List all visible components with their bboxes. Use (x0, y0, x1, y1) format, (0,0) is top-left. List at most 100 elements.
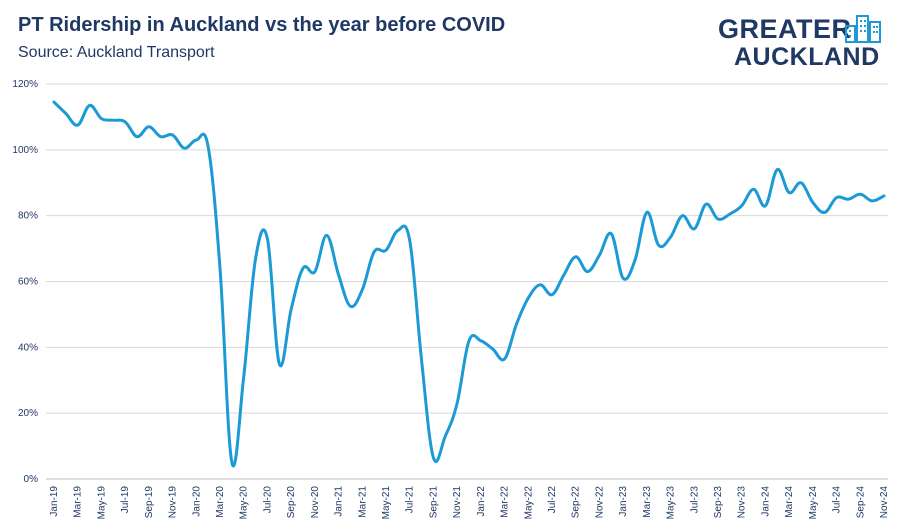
logo-text-line2: AUCKLAND (734, 43, 880, 71)
data-point (823, 211, 826, 214)
data-point (847, 198, 850, 201)
greater-auckland-logo: GREATER AUCKLAND (716, 14, 888, 70)
data-point (835, 196, 838, 199)
data-point (76, 123, 79, 127)
x-tick-label: Nov-22 (594, 486, 605, 519)
data-point (301, 267, 305, 270)
city-buildings-icon (845, 15, 881, 43)
data-point (787, 191, 791, 194)
data-point (538, 283, 542, 286)
x-tick-label: Sep-24 (855, 486, 866, 519)
data-point (171, 133, 174, 137)
data-point (123, 120, 127, 124)
data-point (527, 296, 530, 300)
x-tick-label: Nov-23 (737, 486, 748, 519)
data-point (254, 257, 257, 260)
y-tick-label: 60% (18, 277, 38, 288)
y-tick-label: 120% (12, 79, 38, 90)
data-point (195, 138, 198, 142)
data-point (764, 204, 767, 207)
data-point (432, 456, 435, 459)
data-point (88, 104, 91, 107)
chart-title: PT Ridership in Auckland vs the year bef… (18, 14, 506, 36)
data-point (230, 461, 234, 464)
data-point (64, 112, 68, 115)
y-tick-label: 100% (12, 145, 38, 156)
data-point (396, 229, 400, 232)
data-point (384, 249, 388, 252)
ridership-series-line (52, 100, 886, 468)
data-point (859, 193, 862, 196)
data-point (100, 117, 103, 120)
data-point (693, 227, 696, 231)
x-tick-label: Nov-19 (168, 486, 179, 519)
x-tick-label: Jan-22 (476, 486, 487, 517)
data-point (586, 270, 589, 273)
data-point (645, 211, 649, 214)
data-point (562, 273, 566, 277)
data-point (776, 168, 779, 171)
x-tick-label: Mar-20 (215, 486, 226, 518)
x-tick-label: Mar-23 (642, 486, 653, 518)
data-point (811, 201, 815, 204)
data-point (882, 194, 886, 198)
data-point (112, 119, 115, 122)
data-point (52, 100, 56, 104)
x-tick-label: Sep-22 (571, 486, 582, 519)
data-point (444, 435, 447, 438)
data-point (361, 288, 364, 291)
data-point (467, 339, 471, 342)
x-tick-label: May-24 (808, 486, 819, 520)
data-point (491, 347, 494, 351)
data-point (574, 255, 577, 259)
data-point (372, 250, 376, 254)
data-point (752, 188, 755, 191)
x-tick-label: Sep-19 (144, 486, 155, 519)
data-point (550, 293, 554, 296)
y-tick-label: 20% (18, 408, 38, 419)
x-tick-label: Sep-20 (286, 486, 297, 519)
data-point (349, 304, 352, 308)
chart-subtitle: Source: Auckland Transport (18, 44, 215, 61)
data-point (455, 402, 459, 405)
y-tick-label: 40% (18, 342, 38, 353)
data-point (135, 135, 139, 138)
data-point (598, 253, 601, 257)
data-point (681, 214, 684, 217)
data-point (266, 237, 269, 240)
data-point (408, 239, 411, 242)
x-tick-label: Jul-20 (262, 486, 273, 514)
x-tick-label: Jan-21 (334, 486, 345, 517)
x-tick-label: Mar-22 (500, 486, 511, 518)
data-point (242, 375, 245, 379)
x-tick-label: Sep-21 (428, 486, 439, 519)
logo-text-line1: GREATER (718, 14, 852, 44)
x-tick-label: Nov-20 (310, 486, 321, 519)
y-axis-ticks: 0% 20% 40% 60% 80% 100% 120% (12, 79, 38, 485)
x-tick-label: May-23 (666, 486, 677, 520)
data-point (740, 204, 743, 207)
data-point (515, 323, 518, 326)
x-tick-label: May-21 (381, 486, 392, 520)
x-tick-label: Jan-23 (618, 486, 629, 517)
data-point (147, 125, 151, 128)
x-tick-label: Jan-19 (49, 486, 60, 517)
x-tick-label: Jul-24 (832, 486, 843, 514)
x-tick-label: May-19 (96, 486, 107, 520)
data-point (218, 267, 222, 270)
data-point (479, 339, 483, 342)
x-axis-ticks: Jan-19 Mar-19 May-19 Jul-19 Sep-19 Nov-19 Jan-… (49, 486, 890, 520)
data-point (206, 145, 210, 148)
x-tick-label: Jul-19 (120, 486, 131, 514)
series-layer (52, 100, 886, 468)
x-tick-label: Sep-23 (713, 486, 724, 519)
gridlines (46, 83, 888, 480)
data-point (621, 277, 625, 280)
x-tick-label: Jul-21 (405, 486, 416, 514)
y-tick-label: 80% (18, 211, 38, 222)
data-point (870, 199, 874, 203)
data-point (289, 308, 293, 311)
data-point (633, 258, 637, 262)
data-point (728, 212, 732, 216)
